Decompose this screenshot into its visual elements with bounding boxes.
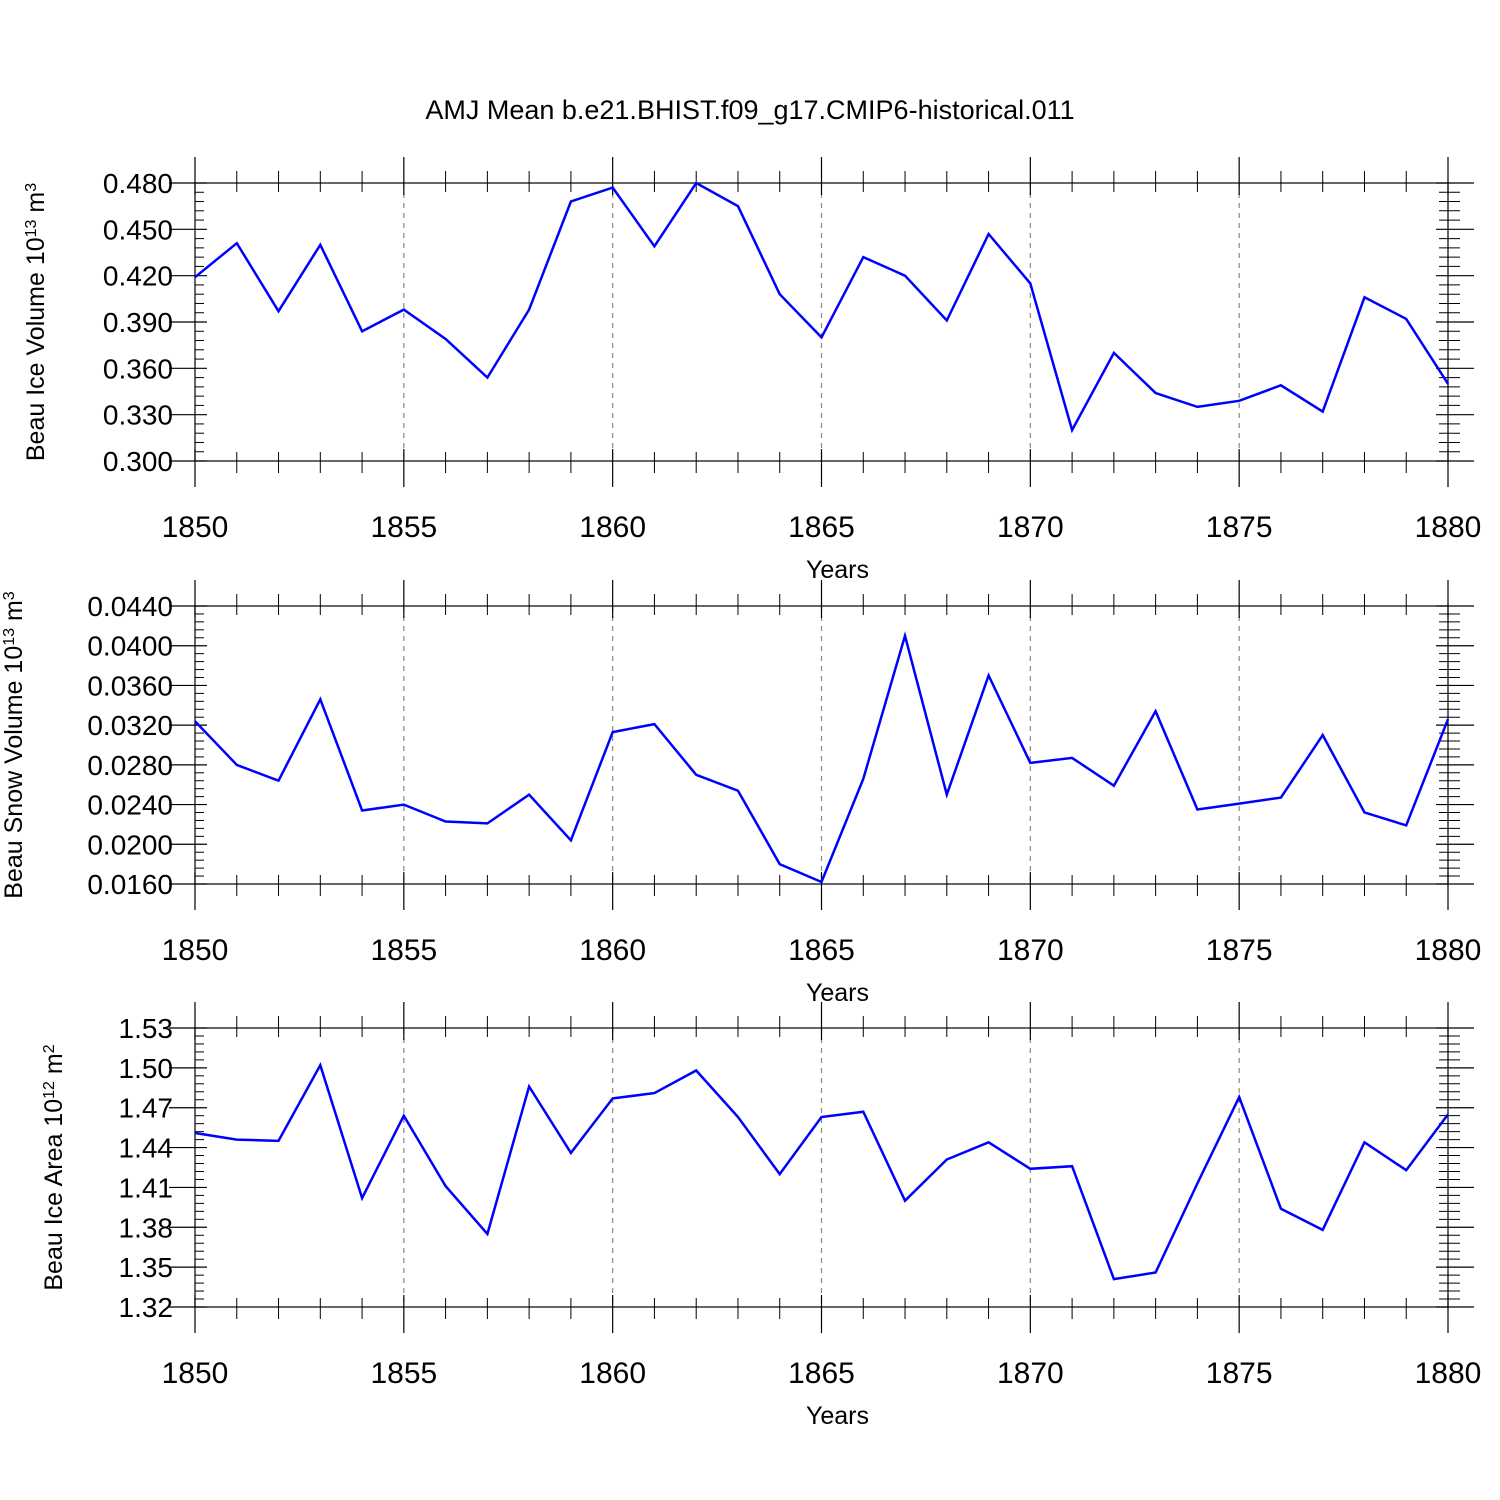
y-tick-label: 0.300 <box>103 446 173 477</box>
x-tick-label: 1855 <box>370 1357 437 1390</box>
x-tick-label: 1880 <box>1415 511 1482 544</box>
x-tick-label: 1860 <box>579 1357 646 1390</box>
x-tick-label: 1860 <box>579 511 646 544</box>
series-line <box>194 1062 1450 1281</box>
x-tick-label: 1850 <box>162 934 229 967</box>
x-axis-label: Years <box>806 979 869 1007</box>
y-tick-label: 0.0320 <box>87 710 173 741</box>
chart-title: AMJ Mean b.e21.BHIST.f09_g17.CMIP6-histo… <box>425 95 1074 125</box>
x-tick-label: 1850 <box>162 1357 229 1390</box>
x-tick-label: 1870 <box>997 511 1064 544</box>
y-tick-label: 0.0440 <box>87 591 173 622</box>
chart-panel-3: 1.32 1.35 1.38 1.41 1.44 1.47 1.50 1.53 1850 1855… <box>40 1002 1481 1430</box>
x-tick-label: 1855 <box>370 934 437 967</box>
y-tick-label: 0.0160 <box>87 869 173 900</box>
y-tick-label: 1.44 <box>119 1133 174 1164</box>
x-tick-label: 1870 <box>997 934 1064 967</box>
y-tick-label: 0.0280 <box>87 750 173 781</box>
y-tick-label: 0.480 <box>103 168 173 199</box>
y-tick-label: 0.360 <box>103 353 173 384</box>
x-tick-label: 1875 <box>1206 934 1273 967</box>
x-axis-label: Years <box>806 556 869 584</box>
y-axis-label: Beau Snow Volume 1013 m3 <box>0 591 28 899</box>
y-tick-label: 1.50 <box>119 1053 174 1084</box>
y-tick-label: 0.0240 <box>87 790 173 821</box>
y-tick-label: 0.420 <box>103 261 173 292</box>
y-tick-label: 1.47 <box>119 1093 174 1124</box>
x-axis-label: Years <box>806 1402 869 1430</box>
x-tick-label: 1860 <box>579 934 646 967</box>
y-tick-label: 1.35 <box>119 1252 174 1283</box>
y-tick-label: 0.330 <box>103 400 173 431</box>
y-tick-label: 1.38 <box>119 1212 174 1243</box>
y-tick-label: 0.0360 <box>87 670 173 701</box>
y-axis-label: Beau Ice Area 1012 m2 <box>40 1044 68 1290</box>
x-tick-label: 1880 <box>1415 934 1482 967</box>
y-tick-label: 0.0200 <box>87 829 173 860</box>
chart-panel-1: 0.300 0.330 0.360 0.390 0.420 0.450 0.480 1850 1… <box>22 157 1481 584</box>
series-line <box>194 631 1450 884</box>
series-line <box>194 181 1450 434</box>
y-tick-label: 0.450 <box>103 214 173 245</box>
y-tick-label: 1.53 <box>119 1013 174 1044</box>
x-tick-label: 1850 <box>162 511 229 544</box>
y-axis-label: Beau Ice Volume 1013 m3 <box>22 183 50 461</box>
x-tick-label: 1875 <box>1206 511 1273 544</box>
x-tick-label: 1875 <box>1206 1357 1273 1390</box>
y-tick-label: 1.41 <box>119 1172 174 1203</box>
x-tick-label: 1855 <box>370 511 437 544</box>
x-tick-label: 1870 <box>997 1357 1064 1390</box>
x-tick-label: 1880 <box>1415 1357 1482 1390</box>
x-tick-label: 1865 <box>788 934 855 967</box>
x-tick-label: 1865 <box>788 1357 855 1390</box>
y-tick-label: 1.32 <box>119 1292 174 1323</box>
y-tick-label: 0.0400 <box>87 631 173 662</box>
chart-panel-2: 0.0160 0.0200 0.0240 0.0280 0.0320 0.0360 0.04… <box>0 580 1481 1007</box>
x-tick-label: 1865 <box>788 511 855 544</box>
y-tick-label: 0.390 <box>103 307 173 338</box>
